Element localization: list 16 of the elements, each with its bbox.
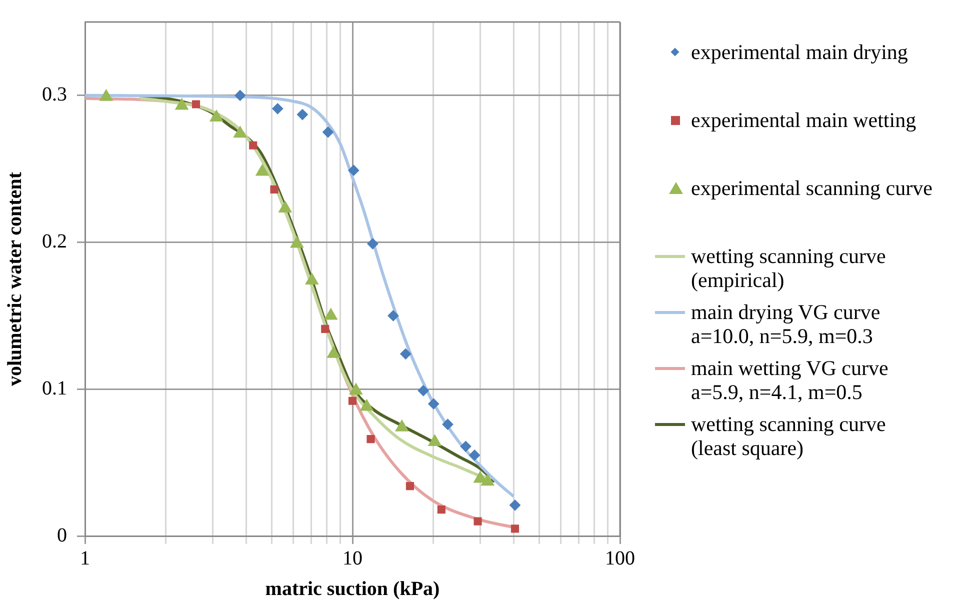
- y-tick-label: 0: [57, 524, 67, 546]
- y-tick-label: 0.2: [42, 230, 67, 253]
- legend-label: main wetting VG curve a=5.9, n=4.1, m=0.5: [691, 356, 888, 404]
- y-tick-label: 0.1: [42, 377, 67, 400]
- x-tick-label: 10: [342, 547, 362, 570]
- y-axis-title: volumetric water content: [4, 172, 26, 386]
- legend-label: wetting scanning curve (empirical): [691, 244, 886, 292]
- legend-label: wetting scanning curve (least square): [691, 412, 886, 460]
- legend-label: experimental scanning curve: [691, 176, 932, 200]
- x-tick-label: 1: [80, 547, 90, 570]
- legend-label: experimental main drying: [691, 40, 908, 64]
- y-tick-label: 0.3: [42, 84, 67, 106]
- legend-label: main drying VG curve a=10.0, n=5.9, m=0.3: [691, 300, 880, 348]
- legend-label: experimental main wetting: [691, 108, 916, 132]
- x-axis-title: matric suction (kPa): [265, 578, 440, 600]
- x-tick-label: 100: [605, 547, 635, 570]
